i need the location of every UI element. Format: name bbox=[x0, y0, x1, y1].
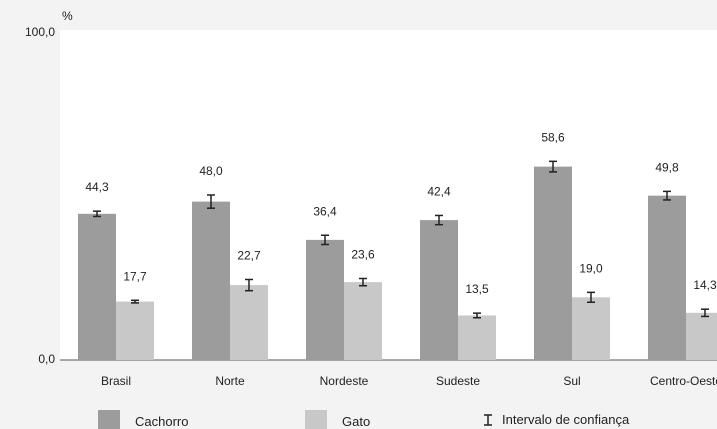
x-tick-sul: Sul bbox=[563, 374, 580, 388]
data-label-norte-gato: 22,7 bbox=[237, 248, 261, 262]
x-tick-nordeste: Nordeste bbox=[320, 374, 369, 388]
error-bar-norte-cachorro bbox=[207, 194, 215, 209]
bar-nordeste-gato bbox=[344, 282, 382, 360]
bar-sudeste-cachorro bbox=[420, 220, 458, 360]
bar-brasil-cachorro bbox=[78, 213, 116, 360]
data-label-nordeste-gato: 23,6 bbox=[351, 247, 375, 261]
legend: Cachorro Gato Intervalo de confiança bbox=[98, 410, 630, 429]
legend-label-gato: Gato bbox=[342, 414, 370, 429]
error-bar-nordeste-gato bbox=[359, 277, 367, 287]
legend-label-ci: Intervalo de confiança bbox=[502, 412, 630, 427]
y-tick-top: 100,0 bbox=[25, 25, 55, 39]
error-bar-centro-oeste-gato bbox=[701, 308, 709, 318]
data-label-sudeste-cachorro: 42,4 bbox=[427, 184, 451, 198]
data-label-brasil-gato: 17,7 bbox=[123, 269, 147, 283]
data-label-nordeste-cachorro: 36,4 bbox=[313, 204, 337, 218]
data-label-sul-gato: 19,0 bbox=[579, 261, 603, 275]
x-tick-centro-oeste: Centro-Oeste bbox=[650, 374, 717, 388]
bar-centro-oeste-gato bbox=[686, 312, 717, 360]
bar-centro-oeste-cachorro bbox=[648, 195, 686, 360]
data-label-brasil-cachorro: 44,3 bbox=[85, 180, 109, 194]
error-bar-sudeste-cachorro bbox=[435, 214, 443, 226]
error-bar-nordeste-cachorro bbox=[321, 234, 329, 246]
y-tick-bottom: 0,0 bbox=[38, 352, 55, 366]
legend-label-cachorro: Cachorro bbox=[135, 414, 188, 429]
error-bar-centro-oeste-cachorro bbox=[663, 190, 671, 201]
x-tick-brasil: Brasil bbox=[101, 374, 131, 388]
data-label-sul-cachorro: 58,6 bbox=[541, 130, 565, 144]
y-axis-unit: % bbox=[62, 9, 73, 23]
error-bar-sudeste-gato bbox=[473, 312, 481, 319]
bar-norte-gato bbox=[230, 285, 268, 360]
data-label-centro-oeste-gato: 14,3 bbox=[693, 278, 717, 292]
data-label-norte-cachorro: 48,0 bbox=[199, 164, 223, 178]
bar-brasil-gato bbox=[116, 301, 154, 360]
error-bar-sul-gato bbox=[587, 291, 595, 303]
bar-nordeste-cachorro bbox=[306, 239, 344, 360]
legend-swatch-gato bbox=[305, 410, 327, 429]
bar-norte-cachorro bbox=[192, 201, 230, 360]
bar-sul-cachorro bbox=[534, 166, 572, 360]
x-tick-sudeste: Sudeste bbox=[436, 374, 480, 388]
legend-swatch-cachorro bbox=[98, 410, 120, 429]
error-bar-brasil-gato bbox=[131, 299, 139, 304]
plot-area bbox=[60, 30, 717, 360]
bar-sudeste-gato bbox=[458, 315, 496, 360]
error-bar-sul-cachorro bbox=[549, 160, 557, 173]
error-bar-norte-gato bbox=[245, 278, 253, 292]
legend-ci-icon bbox=[484, 414, 492, 426]
error-bar-brasil-cachorro bbox=[93, 210, 101, 218]
x-tick-norte: Norte bbox=[215, 374, 245, 388]
data-label-centro-oeste-cachorro: 49,8 bbox=[655, 160, 679, 174]
data-label-sudeste-gato: 13,5 bbox=[465, 282, 489, 296]
bar-sul-gato bbox=[572, 297, 610, 360]
